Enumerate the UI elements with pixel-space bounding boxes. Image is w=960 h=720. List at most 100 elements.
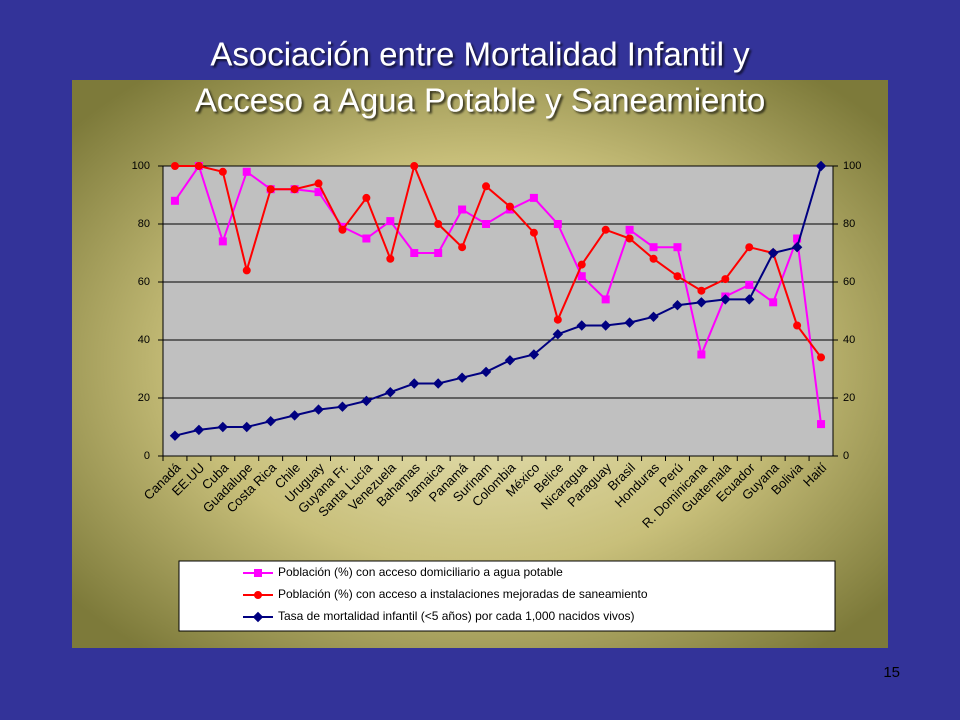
point xyxy=(410,249,419,257)
point xyxy=(290,185,299,194)
point xyxy=(504,355,516,366)
point xyxy=(458,243,467,252)
y-tick-label: 40 xyxy=(138,334,150,346)
point xyxy=(648,311,659,323)
point xyxy=(625,234,634,243)
point xyxy=(482,182,491,191)
point xyxy=(791,241,803,253)
point xyxy=(289,410,300,421)
point xyxy=(482,220,491,228)
y2-tick-label: 20 xyxy=(843,392,855,404)
point xyxy=(649,243,658,252)
y2-tick-label: 0 xyxy=(843,450,849,462)
point xyxy=(600,320,611,331)
point xyxy=(552,328,564,340)
y-tick-label: 20 xyxy=(138,392,150,404)
point xyxy=(673,243,682,252)
point xyxy=(625,225,634,234)
series-line xyxy=(174,162,822,359)
y-tick-label: 60 xyxy=(138,276,150,288)
point xyxy=(720,294,731,305)
point xyxy=(553,315,562,324)
point xyxy=(338,225,347,234)
point xyxy=(432,378,444,389)
point xyxy=(242,266,251,275)
point xyxy=(266,185,275,194)
legend-marker xyxy=(254,569,262,577)
point xyxy=(696,297,707,308)
point xyxy=(241,421,252,433)
point xyxy=(194,162,203,170)
y2-tick-label: 80 xyxy=(843,218,855,230)
point xyxy=(505,202,514,211)
y2-tick-label: 40 xyxy=(843,334,855,346)
chart-title: Asociación entre Mortalidad Infantil y xyxy=(210,36,750,73)
series-line xyxy=(174,165,822,437)
point xyxy=(577,260,586,269)
plot-area xyxy=(162,165,834,457)
point xyxy=(744,294,755,305)
point xyxy=(793,321,802,330)
point xyxy=(456,372,468,383)
point xyxy=(480,366,492,378)
legend-label: Población (%) con acceso a instalaciones… xyxy=(278,587,648,601)
page-number: 15 xyxy=(883,664,900,681)
point xyxy=(529,228,538,237)
point xyxy=(361,395,372,407)
point xyxy=(529,193,538,202)
legend xyxy=(178,560,836,632)
y2-tick-label: 60 xyxy=(843,276,855,288)
legend-marker xyxy=(254,591,262,599)
point xyxy=(767,247,779,259)
point xyxy=(649,254,658,263)
point xyxy=(217,421,229,433)
point xyxy=(386,217,395,226)
point xyxy=(624,317,635,328)
point xyxy=(362,193,371,202)
point xyxy=(265,415,276,427)
point xyxy=(528,349,540,360)
point xyxy=(601,295,610,304)
point xyxy=(362,234,371,243)
point xyxy=(385,386,396,398)
point xyxy=(817,420,826,429)
point xyxy=(745,280,754,289)
point xyxy=(314,179,323,188)
point xyxy=(218,237,227,246)
y-tick-label: 100 xyxy=(132,160,150,172)
legend-marker xyxy=(252,611,264,623)
point xyxy=(409,378,420,389)
point xyxy=(672,299,683,311)
point xyxy=(769,298,778,307)
point xyxy=(170,162,179,170)
point xyxy=(815,160,827,172)
point xyxy=(458,205,467,214)
point xyxy=(169,430,181,441)
legend-label: Tasa de mortalidad infantil (<5 años) po… xyxy=(278,609,635,623)
point xyxy=(553,220,562,228)
point xyxy=(817,353,826,362)
y2-tick-label: 100 xyxy=(843,160,861,172)
point xyxy=(697,350,706,359)
point xyxy=(434,249,443,257)
point xyxy=(386,254,395,263)
point xyxy=(601,225,610,234)
point xyxy=(218,167,227,176)
point xyxy=(697,286,706,295)
point xyxy=(721,275,730,284)
point xyxy=(170,196,179,205)
chart-title: Acceso a Agua Potable y Saneamiento xyxy=(195,82,766,119)
y-tick-label: 80 xyxy=(138,218,150,230)
legend-label: Población (%) con acceso domiciliario a … xyxy=(278,565,563,579)
point xyxy=(193,424,205,436)
point xyxy=(410,162,419,170)
point xyxy=(434,220,443,228)
point xyxy=(745,243,754,252)
point xyxy=(337,401,348,412)
point xyxy=(242,167,251,176)
point xyxy=(577,272,586,281)
point xyxy=(673,272,682,281)
y-tick-label: 0 xyxy=(144,450,150,462)
point xyxy=(576,320,587,331)
